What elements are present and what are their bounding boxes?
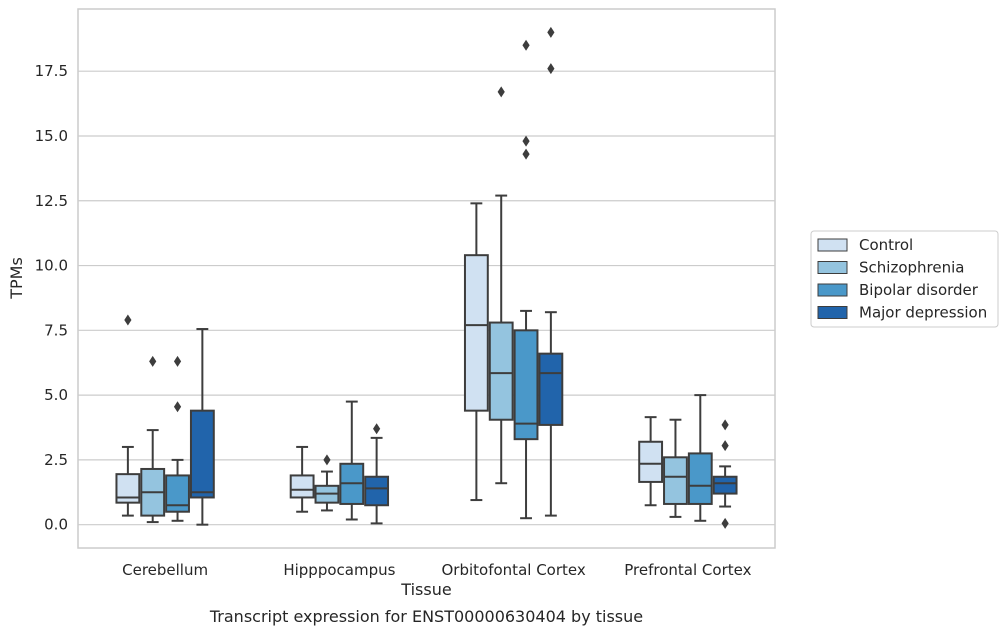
box-control: [463, 202, 489, 502]
outlier-marker: [173, 401, 182, 413]
outlier-marker: [547, 26, 555, 38]
legend-swatch: [817, 261, 848, 274]
legend-swatch: [817, 283, 848, 297]
outlier-marker: [522, 148, 530, 160]
boxes: [115, 26, 738, 529]
outlier-marker: [497, 86, 505, 98]
chart-caption: Transcript expression for ENST0000063040…: [209, 607, 643, 626]
box-control: [289, 445, 315, 513]
box-schizophrenia: [314, 454, 340, 512]
box-body: [687, 452, 713, 505]
y-tick-label: 12.5: [35, 192, 68, 210]
y-tick-labels: 0.0 2.5 5.0 7.5 10.0 12.5 15.0 17.5: [35, 62, 68, 533]
outlier-marker: [721, 440, 729, 452]
legend-label: Major depression: [859, 304, 987, 322]
box-bipolar-disorder: [513, 39, 539, 520]
legend-label: Bipolar disorder: [859, 281, 979, 299]
outlier-marker: [373, 423, 381, 435]
y-axis-label: TPMs: [7, 257, 26, 300]
legend-swatch: [817, 306, 848, 319]
y-tick-label: 2.5: [44, 451, 68, 469]
outlier-marker: [173, 355, 182, 367]
box-control: [115, 314, 141, 517]
x-tick-label: Orbitofontal Cortex: [442, 561, 586, 579]
x-tick-labels: Cerebellum Hipppocampus Orbitofontal Corte…: [122, 561, 751, 579]
outlier-marker: [721, 419, 729, 431]
box-body: [289, 474, 315, 499]
box-body: [115, 473, 141, 504]
box-body: [463, 254, 489, 412]
y-tick-label: 10.0: [35, 257, 68, 275]
box-body: [189, 409, 215, 499]
outlier-marker: [721, 517, 729, 529]
box-body: [638, 440, 664, 483]
x-tick-label: Cerebellum: [122, 561, 208, 579]
legend: Control Schizophrenia Bipolar disorder Majo…: [810, 230, 999, 328]
legend-label: Control: [859, 236, 913, 254]
legend-items: Control Schizophrenia Bipolar disorder Majo…: [817, 236, 987, 322]
box-body: [364, 475, 390, 507]
outlier-marker: [124, 314, 132, 326]
box-body: [488, 321, 514, 421]
legend-frame: [810, 230, 999, 328]
y-tick-label: 7.5: [44, 321, 68, 339]
box-schizophrenia: [488, 86, 514, 485]
box-major-depression: [538, 26, 564, 517]
y-tick-label: 15.0: [35, 127, 68, 145]
x-tick-label: Prefrontal Cortex: [624, 561, 751, 579]
outlier-marker: [323, 454, 331, 466]
x-axis-label: Tissue: [400, 580, 451, 599]
box-schizophrenia: [663, 418, 688, 518]
box-body: [538, 352, 564, 426]
legend-label: Schizophrenia: [859, 259, 964, 277]
outlier-marker: [547, 63, 555, 75]
outlier-marker: [522, 135, 530, 147]
box-control: [638, 416, 664, 507]
y-tick-label: 17.5: [35, 62, 68, 80]
y-tick-label: 0.0: [44, 516, 68, 534]
box-bipolar-disorder: [165, 355, 190, 522]
box-major-depression: [712, 419, 738, 529]
x-tick-label: Hipppocampus: [283, 561, 395, 579]
box-bipolar-disorder: [339, 400, 365, 521]
box-body: [165, 474, 190, 513]
box-body: [513, 329, 539, 441]
outlier-marker: [522, 39, 530, 51]
y-tick-label: 5.0: [44, 386, 68, 404]
box-major-depression: [189, 328, 215, 526]
plot-frame: [77, 8, 776, 549]
box-major-depression: [364, 423, 390, 525]
outlier-marker: [149, 355, 157, 367]
legend-swatch: [817, 238, 848, 252]
box-bipolar-disorder: [687, 394, 713, 522]
box-body: [712, 475, 738, 495]
box-schizophrenia: [140, 355, 166, 524]
box-body: [663, 456, 688, 505]
